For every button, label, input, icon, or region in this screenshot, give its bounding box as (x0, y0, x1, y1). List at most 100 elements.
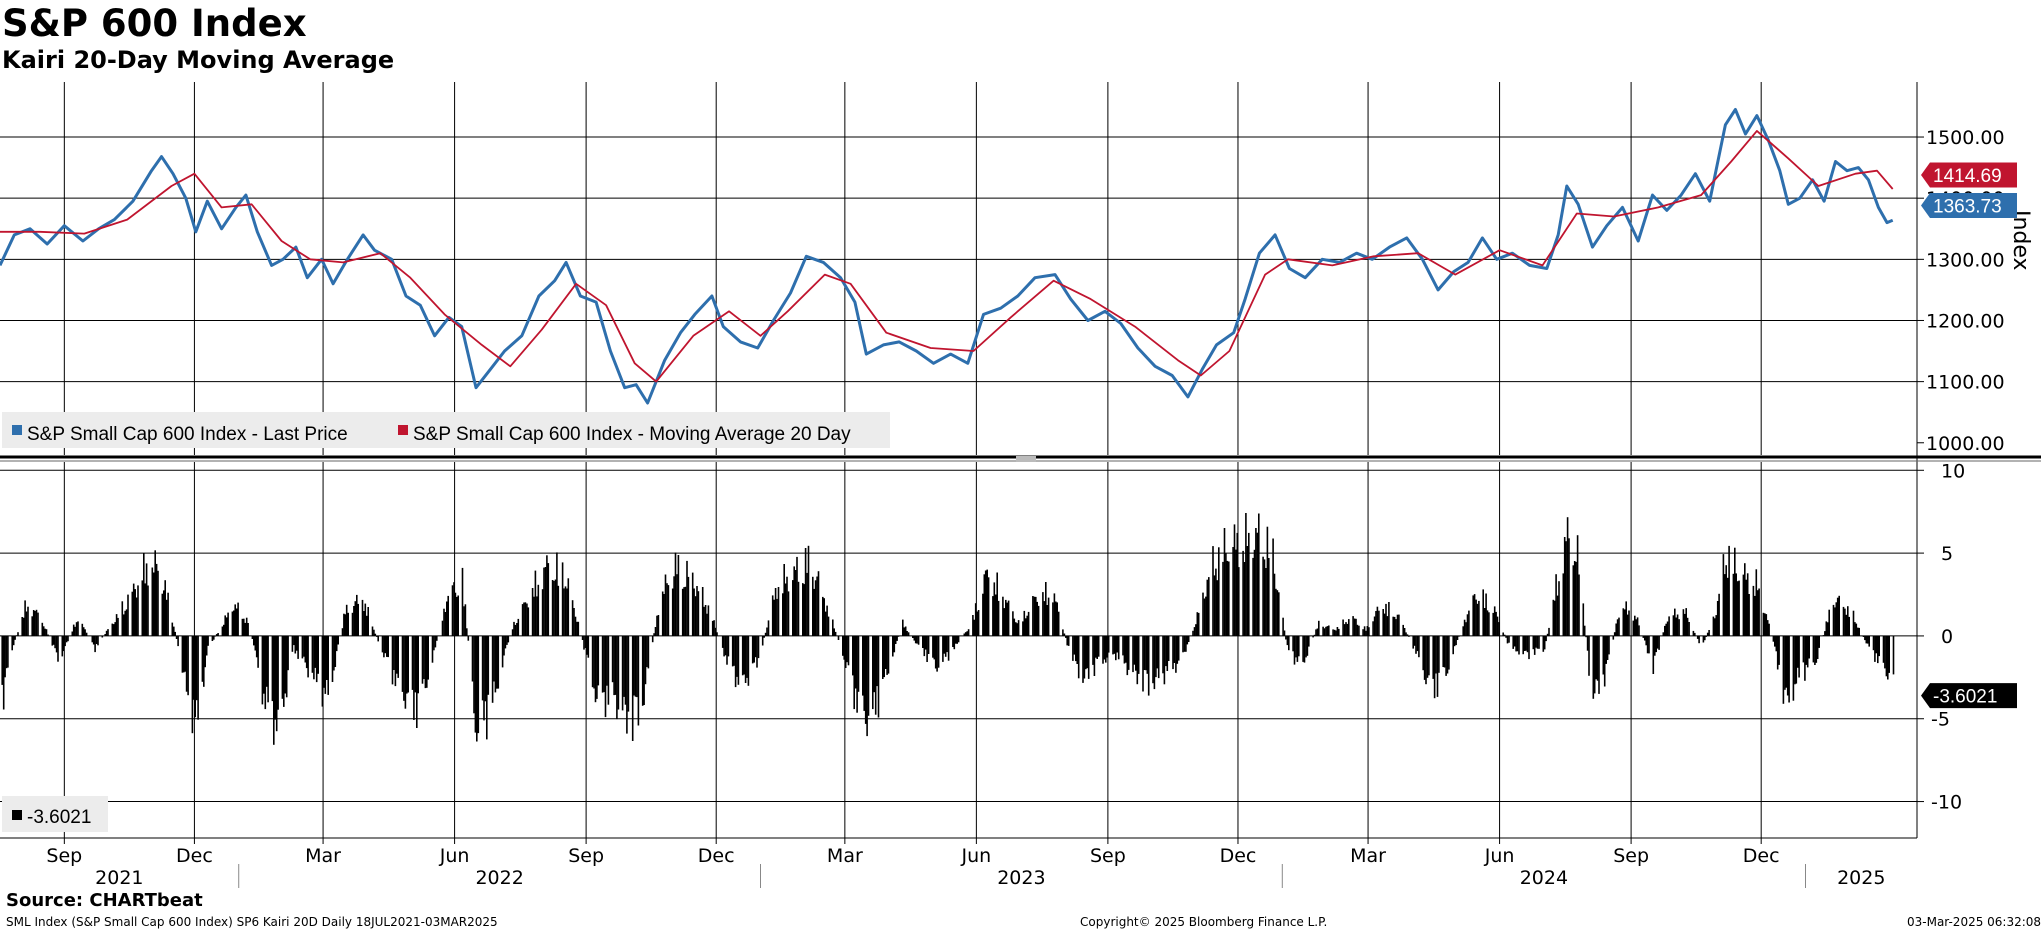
kairi-bar (854, 635, 857, 689)
kairi-bar (1568, 538, 1570, 636)
kairi-bar (217, 633, 219, 636)
kairi-bar (814, 580, 817, 636)
kairi-bar (1332, 629, 1334, 636)
kairi-bar (1177, 635, 1180, 661)
kairi-bar (1824, 631, 1826, 636)
kairi-bar (1462, 626, 1464, 636)
kairi-bar (1766, 620, 1769, 636)
kairi-bar (1686, 617, 1689, 636)
kairi-bar (1103, 635, 1106, 660)
kairi-bar (556, 552, 558, 636)
kairi-bar (451, 585, 454, 636)
kairi-bar (1887, 635, 1889, 680)
kairi-bar (1606, 635, 1609, 660)
kairi-bar (225, 617, 228, 636)
kairi-bar (1106, 635, 1109, 658)
kairi-bar (1012, 611, 1014, 636)
moving-average-line (0, 130, 1894, 383)
kairi-bar (463, 606, 465, 636)
kairi-bar (754, 635, 757, 658)
kairi-bar (684, 586, 687, 636)
kairi-bar (145, 563, 148, 636)
panel-drag-handle (1016, 456, 1036, 462)
kairi-bar (1605, 635, 1607, 664)
kairi-bar (1498, 622, 1500, 636)
kairi-bar (1095, 635, 1097, 658)
kairi-bar (1017, 620, 1020, 636)
kairi-bar (187, 635, 189, 696)
kairi-bar (1378, 610, 1380, 636)
kairi-bar (1728, 545, 1730, 636)
kairi-bar (1655, 635, 1657, 653)
kairi-bar (1478, 600, 1480, 636)
kairi-bar (544, 567, 547, 636)
kairi-bar (197, 635, 199, 720)
kairi-bar (703, 606, 705, 636)
kairi-bar (117, 617, 119, 636)
kairi-bar (953, 635, 956, 650)
kairi-bar (323, 635, 325, 688)
kairi-bar (691, 572, 694, 636)
kairi-bar (1163, 635, 1166, 685)
kairi-bar (85, 632, 88, 636)
kairi-bar (52, 635, 55, 645)
kairi-bar (1172, 635, 1174, 670)
kairi-bar (1073, 635, 1076, 655)
kairi-bar (1123, 635, 1126, 664)
kairi-bar (494, 635, 497, 693)
kairi-bar (64, 635, 66, 647)
kairi-bar (1602, 635, 1605, 675)
kairi-bar (245, 617, 248, 636)
kairi-bar (643, 635, 645, 705)
kairi-bar (1598, 635, 1600, 694)
kairi-bar (1363, 626, 1366, 636)
kairi-bar (1026, 615, 1028, 636)
kairi-bar (942, 635, 944, 662)
kairi-bar (1735, 573, 1737, 636)
kairi-bar (1205, 596, 1207, 636)
kairi-bar (1546, 633, 1549, 636)
kairi-bar (534, 570, 537, 636)
kairi-bar (1868, 635, 1870, 647)
kairi-bar (922, 635, 924, 648)
kairi-bar (1847, 606, 1849, 636)
kairi-bar (1346, 623, 1349, 636)
kairi-bar (1825, 621, 1828, 636)
kairi-bar (1558, 581, 1560, 636)
kairi-bar (1298, 635, 1300, 657)
kairi-bar (701, 587, 704, 636)
kairi-bar (617, 635, 620, 710)
kairi-bar (1857, 627, 1859, 636)
kairi-bar (1496, 616, 1499, 636)
kairi-bar (1368, 627, 1370, 636)
kairi-bar (1292, 635, 1294, 652)
kairi-bar (1616, 619, 1619, 636)
kairi-bar (1305, 635, 1307, 658)
kairi-bar (573, 608, 575, 636)
kairi-bar (923, 635, 926, 657)
kairi-bar (1228, 561, 1230, 636)
kairi-bar (1062, 629, 1064, 636)
kairi-bar (1453, 635, 1456, 647)
kairi-bar (317, 635, 319, 674)
kairi-bar (391, 635, 394, 685)
kairi-bar (523, 602, 525, 636)
kairi-bar (1808, 635, 1810, 659)
kairi-bar (233, 610, 235, 636)
kairi-bar (1322, 626, 1324, 636)
kairi-bar (673, 576, 675, 636)
kairi-bar (1712, 616, 1715, 636)
kairi-bar (1005, 599, 1007, 636)
kairi-bar (1125, 635, 1127, 663)
kairi-bar (764, 632, 767, 636)
kairi-bar (244, 622, 246, 636)
kairi-bar (4, 635, 6, 678)
kairi-bar (1442, 635, 1444, 667)
kairi-bar (1512, 635, 1514, 649)
kairi-bar (1193, 627, 1196, 636)
kairi-bar (1755, 569, 1758, 636)
kairi-bar (167, 592, 169, 636)
kairi-bar (1063, 633, 1066, 636)
kairi-bar (926, 635, 928, 662)
kairi-bar (1173, 635, 1176, 663)
